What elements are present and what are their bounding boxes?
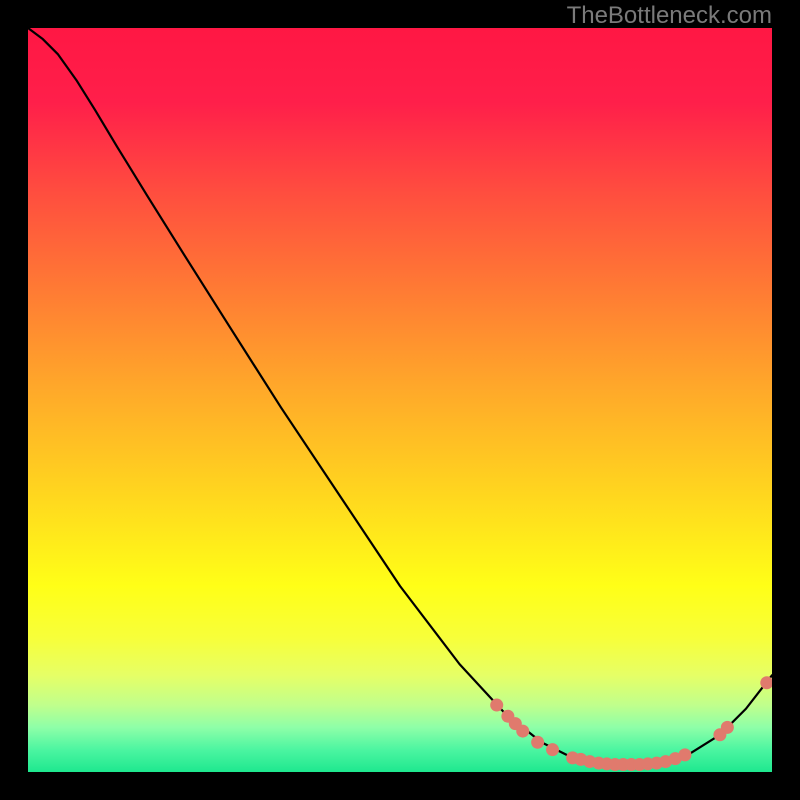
bottleneck-curve — [28, 28, 772, 765]
data-marker — [721, 721, 734, 734]
data-marker — [546, 743, 559, 756]
plot-area — [28, 28, 772, 772]
data-marker — [678, 748, 691, 761]
data-marker — [516, 725, 529, 738]
curve-layer — [28, 28, 772, 772]
data-marker — [531, 736, 544, 749]
chart-stage: TheBottleneck.com — [0, 0, 800, 800]
watermark-text: TheBottleneck.com — [567, 2, 772, 30]
data-marker — [490, 699, 503, 712]
